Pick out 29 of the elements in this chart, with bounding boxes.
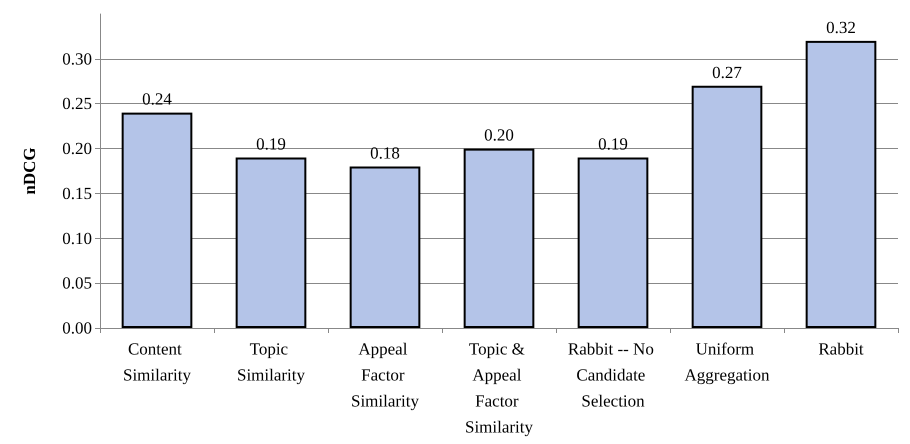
bar [692, 86, 762, 328]
bar [236, 158, 306, 328]
x-tick-label: Uniform Aggregation [684, 340, 770, 384]
data-label: 0.18 [370, 144, 400, 163]
data-label: 0.20 [484, 126, 514, 145]
y-tick-label: 0.20 [62, 139, 92, 158]
y-axis-title: nDCG [20, 147, 39, 195]
y-tick-label: 0.10 [62, 228, 92, 248]
y-tick-label: 0.00 [62, 318, 92, 338]
bar [122, 112, 192, 328]
y-tick-label: 0.05 [62, 274, 92, 293]
data-label: 0.19 [256, 134, 286, 154]
x-tick-label: Appeal Factor Similarity [351, 340, 420, 410]
x-tick-label: Rabbit [818, 340, 864, 358]
bar [464, 148, 534, 328]
x-tick-label: Rabbit -- No Candidate Selection [568, 340, 658, 410]
y-tick-label: 0.30 [62, 49, 92, 68]
y-tick-label: 0.25 [62, 94, 92, 114]
x-tick-label: Topic & Appeal Factor Similarity [465, 340, 534, 436]
data-label: 0.27 [712, 62, 742, 82]
x-tick-label: Content Similarity [123, 340, 192, 384]
y-tick-label: 0.15 [62, 184, 92, 203]
bar [806, 40, 876, 328]
bar [578, 158, 648, 328]
data-label: 0.24 [142, 90, 172, 109]
data-label: 0.19 [598, 134, 628, 154]
x-tick-label: Topic Similarity [237, 340, 306, 384]
data-label: 0.32 [826, 18, 856, 37]
bar [350, 166, 420, 328]
